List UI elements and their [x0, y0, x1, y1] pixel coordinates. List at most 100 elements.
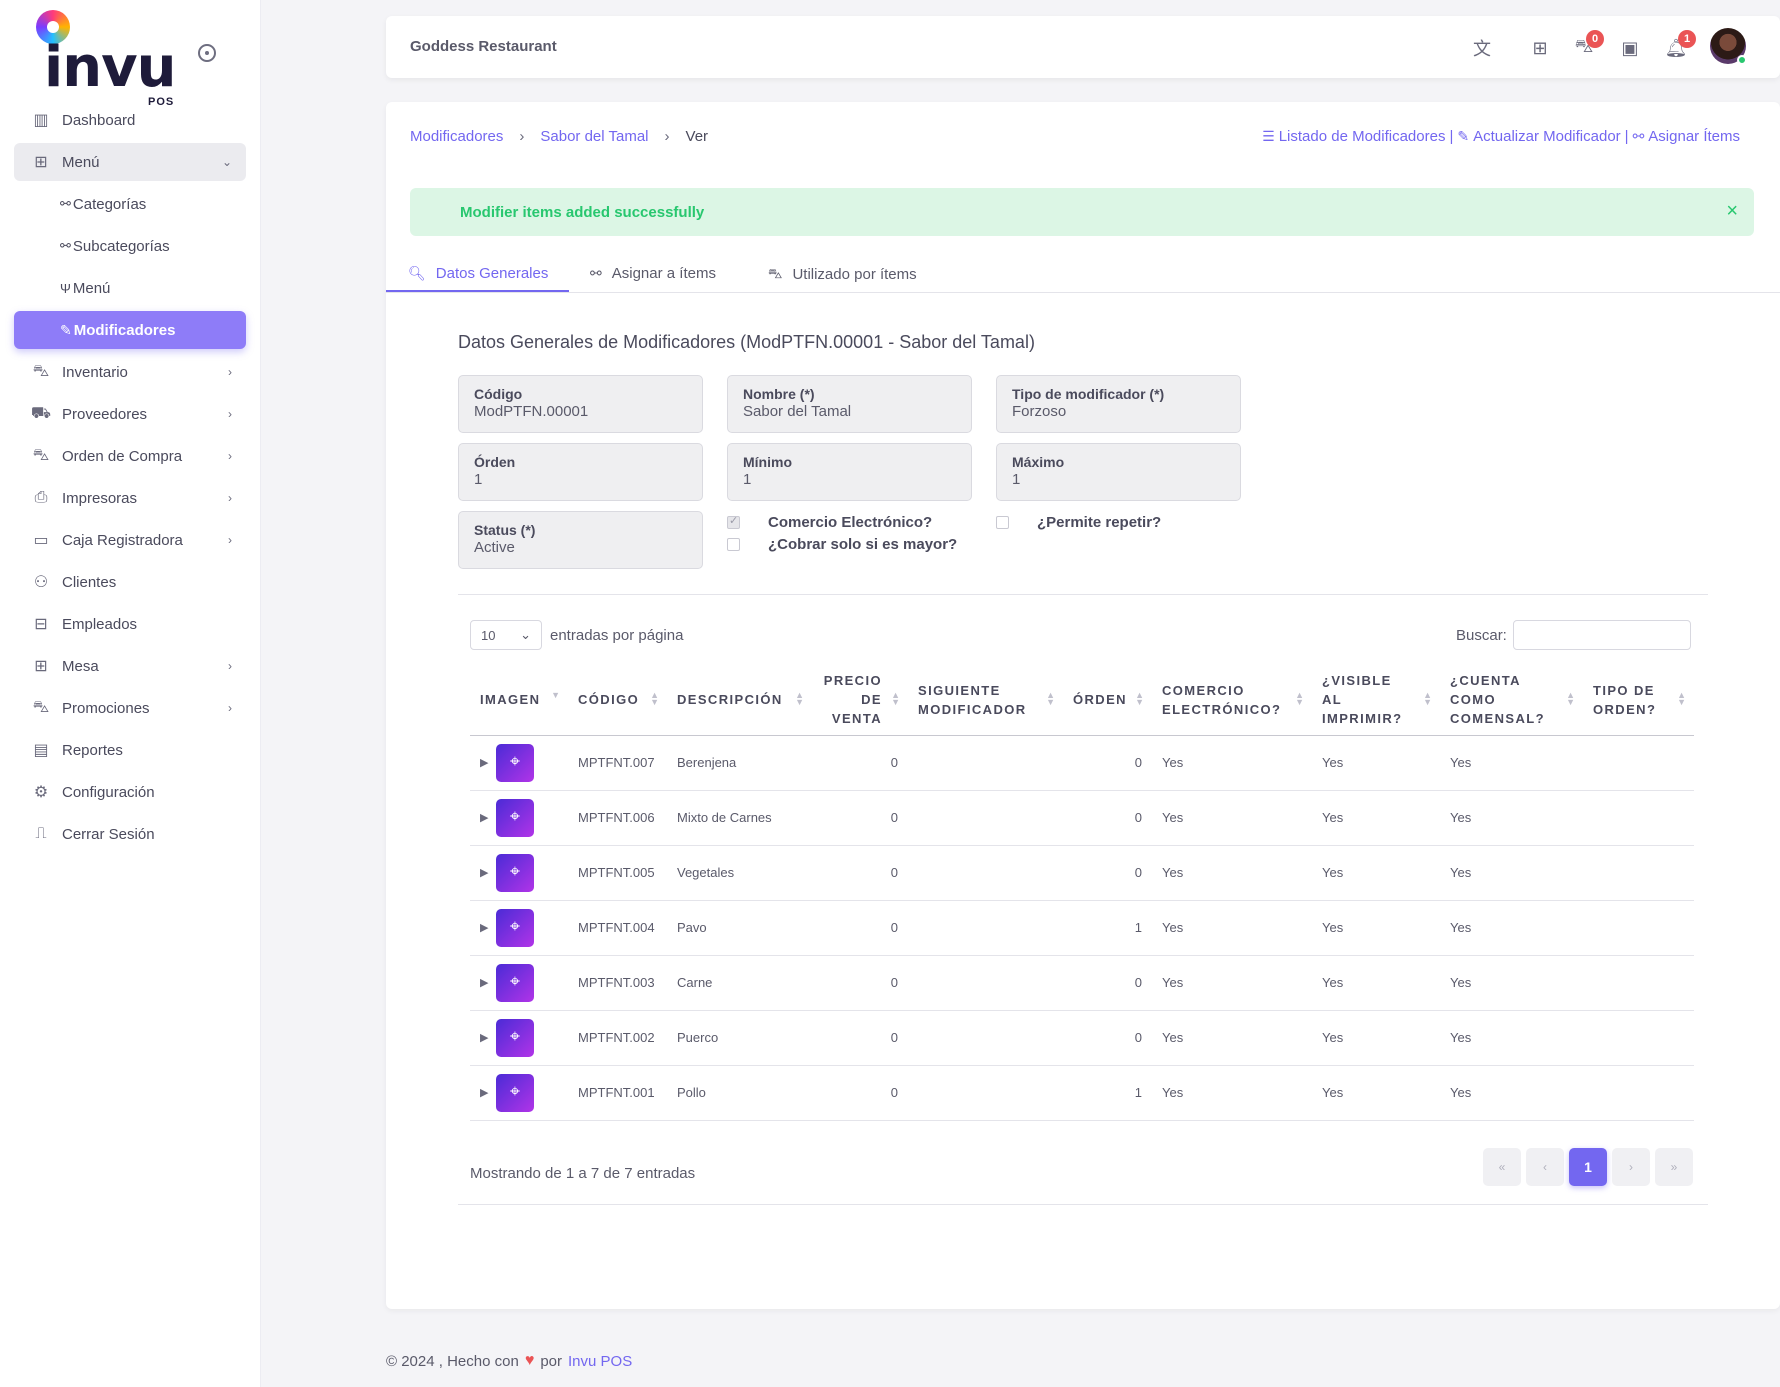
sidebar-item-menu[interactable]: ⊞ Menú ⌄	[14, 143, 246, 181]
charge-if-greater-checkbox[interactable]	[727, 538, 740, 551]
list-modifiers-link[interactable]: ☰ Listado de Modificadores	[1262, 128, 1445, 145]
table-row: ▶ MPTFNT.004 Pavo 0 1 Yes Yes Yes	[470, 900, 1694, 956]
sidebar-item-proveedores[interactable]: ⛟ Proveedores ›	[14, 395, 246, 433]
sidebar-item-clientes[interactable]: ⚇ Clientes	[14, 563, 246, 601]
cell-descripcion: Pollo	[667, 1065, 812, 1121]
expand-row-icon[interactable]: ▶	[480, 922, 489, 934]
col-comercio-electronico[interactable]: Comercio electrónico? ▲ ▼	[1152, 665, 1312, 736]
orden-field[interactable]: Órden 1	[458, 443, 703, 501]
expand-row-icon[interactable]: ▶	[480, 1087, 489, 1099]
link-separator: |	[1449, 128, 1454, 145]
sidebar-item-label: Dashboard	[62, 111, 136, 129]
cell-codigo: MPTFNT.007	[568, 735, 667, 791]
tipo-modificador-field[interactable]: Tipo de modificador (*) Forzoso	[996, 375, 1241, 433]
field-value: Active	[474, 539, 515, 556]
next-page-button[interactable]: ›	[1612, 1148, 1650, 1186]
last-page-button[interactable]: »	[1655, 1148, 1693, 1186]
minimo-field[interactable]: Mínimo 1	[727, 443, 972, 501]
table-header-row: Imagen ▼ Código ▲ ▼ Descripción ▲ ▼ Precio de v…	[470, 665, 1694, 736]
tab-datos-generales[interactable]: 🔍︎ Datos Generales	[408, 265, 548, 282]
file-icon: ▤	[33, 742, 49, 759]
expand-row-icon[interactable]: ▶	[480, 1032, 489, 1044]
tab-asignar-items[interactable]: ⚯ Asignar a ítems	[590, 265, 716, 282]
col-imagen[interactable]: Imagen ▼	[470, 665, 568, 736]
col-siguiente-modificador[interactable]: Siguiente modificador ▲ ▼	[908, 665, 1063, 736]
footer-link[interactable]: Invu POS	[568, 1352, 633, 1370]
sort-icon: ▲ ▼	[891, 690, 900, 707]
sidebar-item-reportes[interactable]: ▤ Reportes	[14, 731, 246, 769]
tag-icon	[496, 743, 534, 782]
cart-icon[interactable]: ⛍ 0	[1572, 30, 1604, 60]
sidebar-item-categorias[interactable]: ⚯ Categorías	[14, 185, 246, 223]
status-field[interactable]: Status (*) Active	[458, 511, 703, 569]
field-value: 1	[474, 471, 483, 488]
expand-row-icon[interactable]: ▶	[480, 757, 489, 769]
expand-row-icon[interactable]: ▶	[480, 977, 489, 989]
cell-visible: Yes	[1312, 790, 1440, 846]
close-icon[interactable]: ×	[1726, 200, 1738, 222]
tab-utilizado-por-items[interactable]: ⛍ Utilizado por ítems	[768, 265, 917, 284]
sidebar-item-promociones[interactable]: ⛍ Promociones ›	[14, 689, 246, 727]
avatar[interactable]	[1710, 28, 1747, 65]
tag-icon	[496, 908, 534, 947]
sidebar-item-label: Inventario	[62, 363, 128, 381]
ecommerce-checkbox[interactable]	[727, 514, 740, 529]
codigo-field[interactable]: Código ModPTFN.00001	[458, 375, 703, 433]
chevron-right-icon: ›	[228, 533, 232, 547]
truck-icon: ⛟	[30, 405, 52, 422]
field-value: 1	[1012, 471, 1021, 488]
cell-codigo: MPTFNT.004	[568, 900, 667, 956]
expand-row-icon[interactable]: ▶	[480, 867, 489, 879]
update-modifier-link[interactable]: ✎ Actualizar Modificador	[1457, 128, 1620, 145]
sidebar-item-impresoras[interactable]: ⎙ Impresoras ›	[14, 479, 246, 517]
maximo-field[interactable]: Máximo 1	[996, 443, 1241, 501]
col-precio-venta[interactable]: Precio de venta ▲ ▼	[812, 665, 908, 736]
apps-grid-icon[interactable]: ⊞	[1532, 37, 1548, 58]
sidebar-item-empleados[interactable]: ⊟ Empleados	[14, 605, 246, 643]
expand-row-icon[interactable]: ▶	[480, 812, 489, 824]
nombre-field[interactable]: Nombre (*) Sabor del Tamal	[727, 375, 972, 433]
header-label: modificador	[918, 701, 1027, 717]
sidebar-item-label: Menú	[62, 153, 100, 171]
sidebar-item-menu-sub[interactable]: Ψ Menú	[14, 269, 246, 307]
col-orden[interactable]: Órden ▲ ▼	[1063, 665, 1152, 736]
sort-icon: ▲ ▼	[1046, 690, 1055, 707]
sitemap-icon: ⚯	[1632, 128, 1645, 144]
per-page-select[interactable]: 10 ⌄	[470, 620, 542, 650]
page-1-button[interactable]: 1	[1569, 1148, 1607, 1186]
bell-icon[interactable]: 🔔︎ 1	[1664, 30, 1696, 60]
sidebar-toggle-icon[interactable]	[198, 44, 216, 62]
col-codigo[interactable]: Código ▲ ▼	[568, 665, 667, 736]
sidebar-item-label: Modificadores	[73, 321, 176, 339]
allow-repeat-checkbox[interactable]	[996, 516, 1009, 529]
sidebar-item-caja[interactable]: ▭ Caja Registradora ›	[14, 521, 246, 559]
col-descripcion[interactable]: Descripción ▲ ▼	[667, 665, 812, 736]
prev-page-button[interactable]: ‹	[1526, 1148, 1564, 1186]
col-tipo-orden[interactable]: Tipo de orden? ▲ ▼	[1583, 665, 1694, 736]
sidebar-item-dashboard[interactable]: ▥ Dashboard	[14, 101, 246, 139]
sidebar-item-mesa[interactable]: ⊞ Mesa ›	[14, 647, 246, 685]
sidebar-item-configuracion[interactable]: ⚙ Configuración	[14, 773, 246, 811]
footer: © 2024 , Hecho con ♥ por Invu POS	[386, 1352, 632, 1370]
sidebar-item-modificadores[interactable]: ✎ Modificadores	[14, 311, 246, 349]
chevron-right-icon: ›	[228, 701, 232, 715]
invu-logo[interactable]: invu POS	[34, 10, 184, 108]
search-input[interactable]	[1512, 620, 1691, 650]
translate-icon[interactable]: 文	[1473, 39, 1491, 59]
sidebar-item-subcategorias[interactable]: ⚯ Subcategorías	[14, 227, 246, 265]
col-cuenta-comensal[interactable]: ¿Cuenta como comensal? ▲ ▼	[1440, 665, 1583, 736]
breadcrumb-sabor-del-tamal[interactable]: Sabor del Tamal	[540, 128, 649, 145]
col-visible-imprimir[interactable]: ¿Visible al imprimir? ▲ ▼	[1312, 665, 1440, 736]
sidebar-item-cerrar-sesion[interactable]: ⎍ Cerrar Sesión	[14, 815, 246, 853]
breadcrumb-modificadores[interactable]: Modificadores	[410, 128, 504, 145]
first-page-button[interactable]: «	[1483, 1148, 1521, 1186]
sidebar-item-inventario[interactable]: ⛍ Inventario ›	[14, 353, 246, 391]
archive-icon[interactable]: ▣	[1621, 37, 1639, 58]
assign-items-link[interactable]: ⚯ Asignar Ítems	[1633, 128, 1740, 145]
cell-descripcion: Puerco	[667, 1010, 812, 1066]
cart-plus-icon: ⛍	[32, 363, 50, 380]
sidebar-item-orden-compra[interactable]: ⛍ Orden de Compra ›	[14, 437, 246, 475]
sidebar: invu POS ▥ Dashboard ⊞ Menú ⌄ ⚯ Categorí…	[0, 0, 261, 1387]
header-label: Siguiente	[918, 682, 1001, 698]
pagination: « ‹ 1 › »	[1483, 1148, 1698, 1186]
